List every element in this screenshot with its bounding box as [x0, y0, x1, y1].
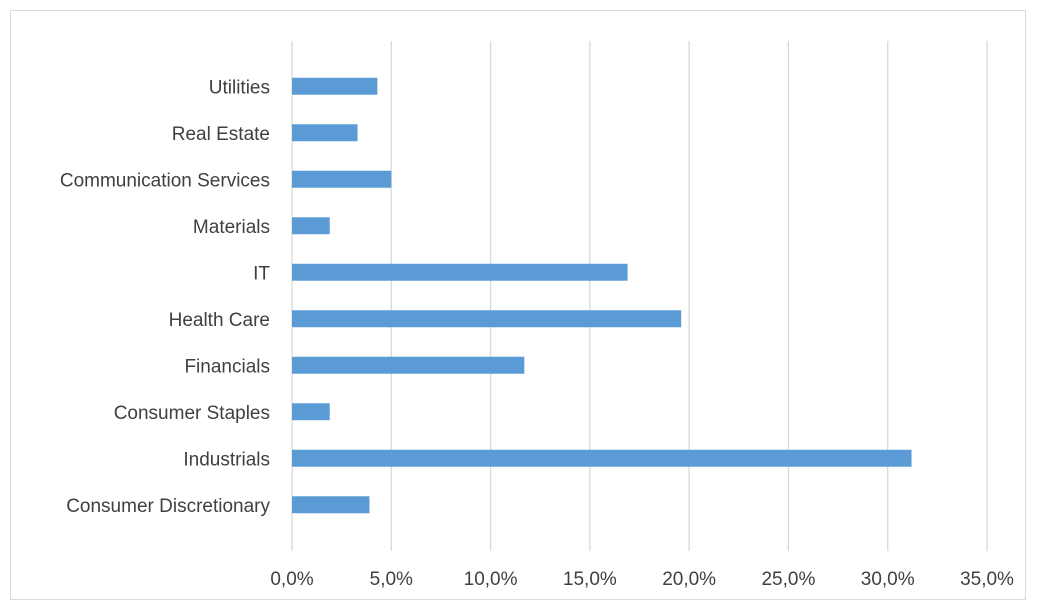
bar: [292, 496, 370, 514]
bar: [292, 403, 330, 421]
bar: [292, 449, 912, 467]
category-label: Utilities: [209, 77, 270, 98]
bar: [292, 263, 628, 281]
x-tick-label: 0,0%: [270, 569, 313, 590]
x-tick-label: 35,0%: [960, 569, 1014, 590]
x-tick-label: 20,0%: [662, 569, 716, 590]
x-tick-label: 30,0%: [861, 569, 915, 590]
bar: [292, 77, 378, 95]
x-tick-label: 10,0%: [464, 569, 518, 590]
category-label: Financials: [184, 356, 270, 377]
bar: [292, 124, 358, 142]
category-label: IT: [253, 263, 270, 284]
x-axis-tick-labels: 0,0% 5,0% 10,0% 15,0% 20,0% 25,0% 30,0% 35,0%: [270, 569, 1014, 590]
category-label: Industrials: [183, 449, 270, 470]
gridlines: [291, 41, 988, 551]
chart-frame: Utilities Real Estate Communication Servic…: [10, 10, 1026, 600]
category-labels: Utilities Real Estate Communication Servic…: [60, 77, 271, 517]
bar: [292, 217, 330, 235]
category-label: Consumer Discretionary: [66, 496, 270, 517]
category-label: Consumer Staples: [114, 403, 270, 424]
bar: [292, 356, 525, 374]
bar-chart: Utilities Real Estate Communication Servic…: [60, 41, 1014, 590]
bars: [292, 77, 912, 514]
category-label: Communication Services: [60, 170, 270, 191]
bar: [292, 170, 392, 188]
category-label: Materials: [193, 217, 270, 238]
x-tick-label: 5,0%: [370, 569, 413, 590]
x-tick-label: 25,0%: [761, 569, 815, 590]
bar: [292, 310, 682, 328]
x-tick-label: 15,0%: [563, 569, 617, 590]
category-label: Real Estate: [172, 124, 270, 145]
category-label: Health Care: [169, 310, 270, 331]
